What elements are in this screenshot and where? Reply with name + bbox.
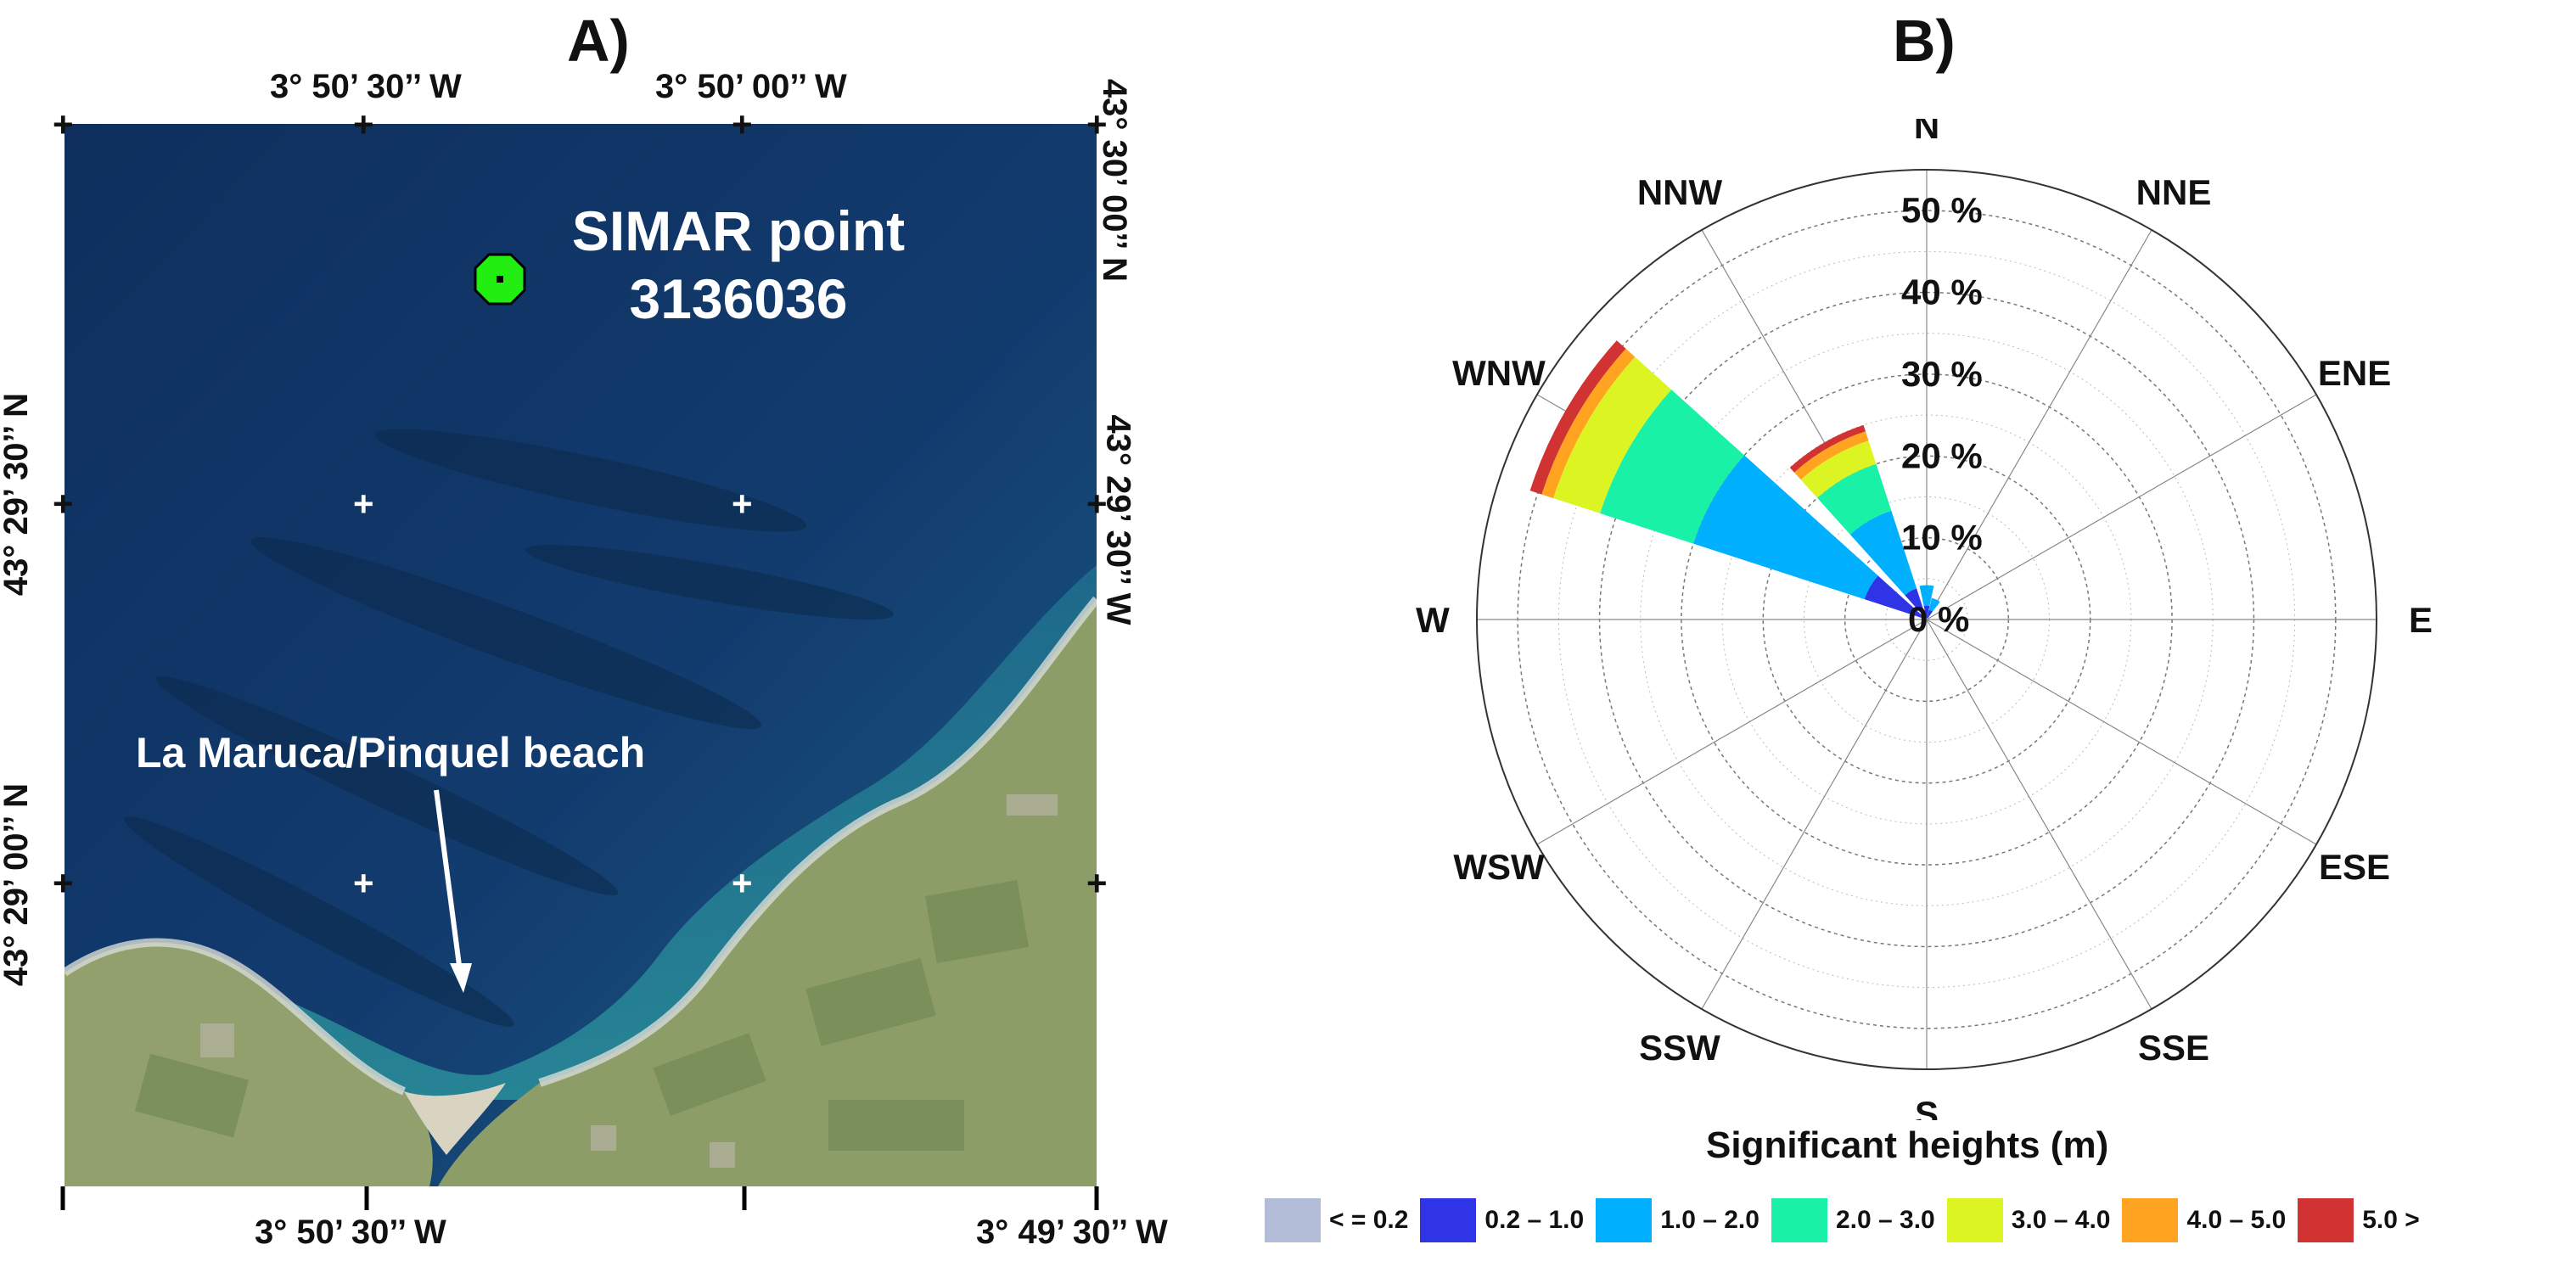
- radial-tick-label: 10 %: [1901, 518, 1983, 558]
- legend-label: 3.0 – 4.0: [2011, 1206, 2111, 1234]
- grid-cross: +: [1086, 104, 1108, 144]
- bottom-tick-1: 3° 50’ 30’’ W: [255, 1214, 446, 1251]
- direction-label-s: S: [1915, 1094, 1939, 1120]
- legend-item: 1.0 – 2.0: [1596, 1198, 1759, 1242]
- direction-label-wnw: WNW: [1452, 353, 1546, 393]
- grid-spoke: [1701, 619, 1928, 1010]
- grid-cross: +: [353, 104, 374, 144]
- rose-labels: 0 % 10 % 20 % 30 % 40 % 50 % N NNE ENE E ESE SSE S SS…: [1416, 119, 2433, 1120]
- grid-cross: +: [353, 484, 374, 524]
- rose-wedge-wnw: [1541, 348, 1636, 499]
- legend-swatch: [2122, 1198, 2179, 1242]
- panel-a-label: A): [567, 8, 630, 74]
- legend-label: 2.0 – 3.0: [1835, 1206, 1935, 1234]
- rose-grid: [1476, 169, 2377, 1070]
- rose-wedge-n: [1919, 585, 1934, 606]
- grid-cross: +: [353, 863, 374, 903]
- direction-label-ssw: SSW: [1639, 1028, 1720, 1068]
- rose-wedge-n: [1923, 605, 1930, 619]
- legend-label: 4.0 – 5.0: [2186, 1206, 2287, 1234]
- legend-title: Significant heights (m): [1706, 1124, 2109, 1166]
- legend-swatch: [1771, 1198, 1827, 1242]
- legend-swatch: [1946, 1198, 2003, 1242]
- radial-tick-label: 20 %: [1901, 435, 1983, 475]
- grid-cross: +: [732, 863, 753, 903]
- beach-arrow: [434, 789, 472, 993]
- rose-wedge-nne: [1927, 618, 1928, 619]
- legend-item: 2.0 – 3.0: [1771, 1198, 1935, 1242]
- rose-wedge-wnw: [1693, 455, 1878, 600]
- legend-swatch: [1420, 1198, 1477, 1242]
- grid-spoke: [1926, 394, 2317, 620]
- rose-wedge-n: [1926, 618, 1928, 619]
- grid-cross: +: [53, 484, 74, 524]
- simar-label-line2: 3136036: [629, 267, 848, 330]
- radial-tick-label: 50 %: [1901, 190, 1983, 230]
- grid-spoke: [1926, 619, 2152, 1010]
- rose-wedge-wnw: [1864, 575, 1927, 619]
- bottom-axis-ticks: [60, 1186, 1099, 1210]
- legend-swatch: [2298, 1198, 2354, 1242]
- aerial-map: [65, 124, 1097, 1186]
- direction-label-nnw: NNW: [1637, 172, 1723, 212]
- grid-spoke: [1536, 619, 1928, 845]
- legend-item: 5.0 >: [2298, 1198, 2420, 1242]
- legend-item: < = 0.2: [1265, 1198, 1408, 1242]
- direction-label-sse: SSE: [2138, 1028, 2209, 1068]
- legend-label: 1.0 – 2.0: [1660, 1206, 1759, 1234]
- grid-spoke: [1926, 619, 2317, 845]
- radial-tick-label: 30 %: [1901, 354, 1983, 394]
- direction-label-ene: ENE: [2318, 353, 2391, 393]
- direction-label-ese: ESE: [2319, 847, 2390, 887]
- radial-tick-label: 40 %: [1901, 272, 1983, 312]
- grid-spoke: [1926, 229, 2152, 620]
- rose-wedge-nnw: [1849, 510, 1917, 596]
- grid-cross: +: [1086, 484, 1108, 524]
- panel-b-label: B): [1893, 8, 1956, 74]
- legend-label: 0.2 – 1.0: [1484, 1206, 1585, 1234]
- aerial-photo: [65, 124, 1097, 1186]
- rose-wedge-nnw: [1789, 424, 1866, 473]
- grid-cross: +: [1086, 863, 1108, 903]
- top-tick-1: 3° 50’ 30’’ W: [270, 68, 462, 105]
- grid-cross: +: [732, 484, 753, 524]
- rose-wedge-wnw: [1553, 356, 1672, 513]
- rose-wedge-nne: [1928, 597, 1940, 612]
- grid-cross: +: [732, 104, 753, 144]
- grid-cross: +: [53, 863, 74, 903]
- simar-point-marker: [474, 253, 526, 306]
- wave-rose-chart: 0 % 10 % 20 % 30 % 40 % 50 % N NNE ENE E ESE SSE S SS…: [1416, 119, 2433, 1120]
- left-tick-1: 43° 29’ 30’’ N: [0, 392, 36, 597]
- legend-swatch: [1596, 1198, 1653, 1242]
- rose-wedge-wnw: [1529, 340, 1626, 495]
- rose-bars: [1529, 340, 1940, 619]
- rose-wedge-nne: [1927, 609, 1933, 619]
- grid-cross: +: [53, 104, 74, 144]
- legend-label: < = 0.2: [1329, 1206, 1409, 1234]
- direction-label-w: W: [1416, 600, 1450, 640]
- rose-wedge-nnw: [1800, 440, 1877, 498]
- legend-item: 3.0 – 4.0: [1946, 1198, 2111, 1242]
- outer-ring: [1476, 169, 2377, 1070]
- legend-label: 5.0 >: [2362, 1206, 2420, 1234]
- radial-tick-label: 0 %: [1908, 599, 1969, 639]
- beach-label: La Maruca/Pinquel beach: [136, 729, 646, 776]
- rose-wedge-wnw: [1600, 390, 1745, 544]
- simar-label-line1: SIMAR point: [571, 199, 906, 262]
- legend: < = 0.2 0.2 – 1.0 1.0 – 2.0 2.0 – 3.0 3.0 – …: [1265, 1198, 2432, 1242]
- bottom-tick-2: 3° 49’ 30’’ W: [976, 1214, 1168, 1251]
- top-tick-2: 3° 50’ 00’’ W: [655, 68, 847, 105]
- direction-label-n: N: [1914, 119, 1939, 146]
- left-tick-2: 43° 29’ 00’’ N: [0, 782, 36, 987]
- simar-label: SIMAR point 3136036: [543, 197, 934, 333]
- direction-label-nne: NNE: [2136, 172, 2212, 212]
- rose-wedge-nnw: [1817, 463, 1892, 535]
- direction-label-e: E: [2409, 600, 2433, 640]
- direction-label-wsw: WSW: [1453, 847, 1545, 887]
- rose-wedge-nnw: [1793, 431, 1869, 480]
- rose-wedge-nnw: [1905, 588, 1927, 619]
- legend-swatch: [1265, 1198, 1321, 1242]
- legend-item: 4.0 – 5.0: [2122, 1198, 2286, 1242]
- legend-item: 0.2 – 1.0: [1420, 1198, 1584, 1242]
